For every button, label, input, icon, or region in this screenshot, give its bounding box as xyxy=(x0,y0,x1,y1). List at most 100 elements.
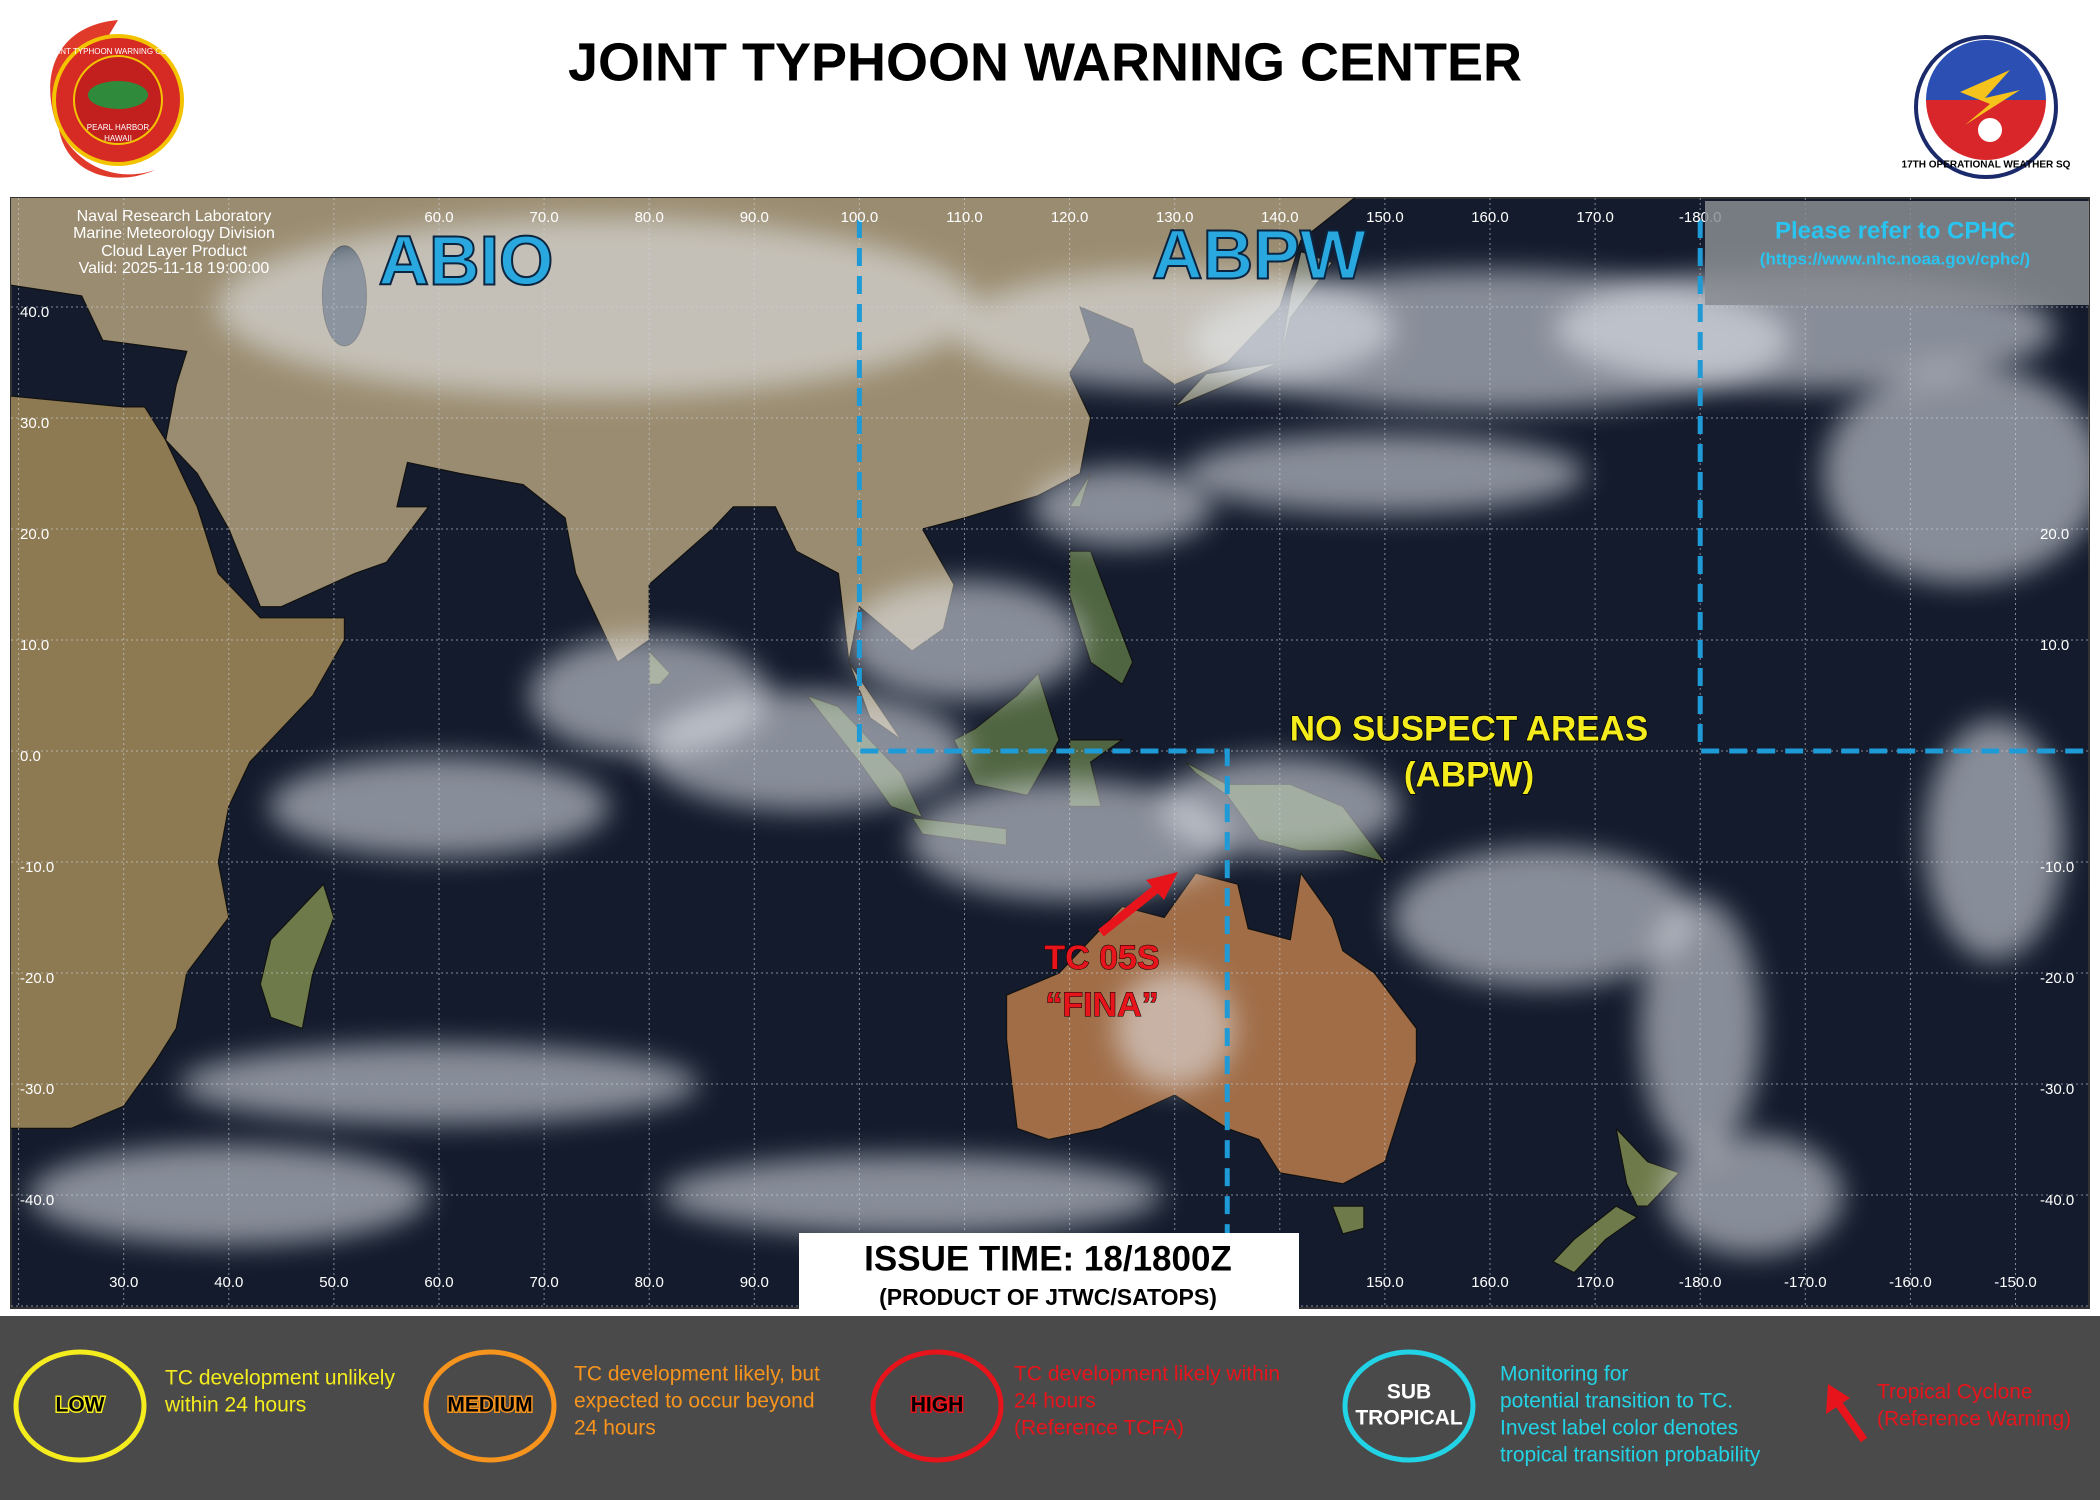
legend-description: Invest label color denotes xyxy=(1500,1417,1738,1440)
lat-label: 20.0 xyxy=(2040,526,2069,543)
lat-label: 0.0 xyxy=(20,748,41,765)
region-label: ABPW xyxy=(1152,215,1366,293)
region-label: ABIO xyxy=(379,221,554,299)
tc-label: TC 05S xyxy=(1044,939,1159,977)
lon-label: -170.0 xyxy=(1784,1274,1827,1291)
lon-label: 50.0 xyxy=(319,1274,348,1291)
lon-label: -180.0 xyxy=(1679,1274,1722,1291)
lon-label: 110.0 xyxy=(946,209,982,226)
lon-label: 80.0 xyxy=(635,209,664,226)
legend-description: Monitoring for xyxy=(1500,1363,1628,1386)
lat-label: -10.0 xyxy=(20,859,54,876)
logo-text: PEARL HARBOR xyxy=(87,123,150,132)
cloud xyxy=(1924,719,2065,960)
lon-label: 70.0 xyxy=(529,209,558,226)
lon-label: 80.0 xyxy=(635,1274,664,1291)
lon-label: 120.0 xyxy=(1051,209,1089,226)
lon-label: 30.0 xyxy=(109,1274,138,1291)
legend-description: TC development likely, but xyxy=(574,1363,820,1386)
lat-label: -40.0 xyxy=(2040,1192,2074,1209)
lat-label: 10.0 xyxy=(2040,637,2069,654)
lat-label: 30.0 xyxy=(20,415,49,432)
land xyxy=(11,395,346,1130)
legend-label: HIGH xyxy=(911,1394,964,1417)
lon-label: 70.0 xyxy=(529,1274,558,1291)
cphc-box xyxy=(1705,201,2089,305)
lon-label: 150.0 xyxy=(1366,209,1404,226)
tc-arrow xyxy=(1098,872,1178,937)
legend-arrow xyxy=(1826,1384,1868,1443)
lon-label: -150.0 xyxy=(1994,1274,2037,1291)
cphc-text: Please refer to CPHC xyxy=(1775,217,2015,244)
legend-circle xyxy=(423,1349,557,1463)
legend-circle xyxy=(13,1349,147,1463)
issue-box xyxy=(799,1233,1299,1313)
satellite-map xyxy=(11,198,2089,1308)
lat-label: -10.0 xyxy=(2040,859,2074,876)
issue-product: (PRODUCT OF JTWC/SATOPS) xyxy=(879,1284,1217,1310)
credit: Naval Research Laboratory Marine Meteoro… xyxy=(73,208,275,277)
lon-label: 150.0 xyxy=(1366,1274,1404,1291)
legend-description: 24 hours xyxy=(1014,1390,1096,1413)
lon-label: 90.0 xyxy=(740,1274,769,1291)
legend-description: TC development unlikely xyxy=(165,1367,395,1390)
basin-boundary xyxy=(856,220,1230,1308)
credit-line: Marine Meteorology Division xyxy=(73,225,275,242)
lon-label: 170.0 xyxy=(1576,209,1614,226)
legend-label: SUB xyxy=(1387,1381,1431,1404)
lon-label: 40.0 xyxy=(214,1274,243,1291)
legend-description: potential transition to TC. xyxy=(1500,1390,1733,1413)
cloud xyxy=(1392,847,1693,988)
lat-label: 20.0 xyxy=(20,526,49,543)
basin-boundary xyxy=(1697,220,2089,754)
lon-label: 160.0 xyxy=(1471,209,1509,226)
legend-bar xyxy=(0,1316,2100,1500)
land xyxy=(259,883,335,1030)
cloud xyxy=(1822,363,2089,584)
land xyxy=(953,672,1060,797)
lat-label: 40.0 xyxy=(20,304,49,321)
legend-description: (Reference TCFA) xyxy=(1014,1417,1184,1440)
lon-label: 60.0 xyxy=(424,1274,453,1291)
lon-label: -160.0 xyxy=(1889,1274,1932,1291)
ows-logo: 17TH OPERATIONAL WEATHER SQ xyxy=(1902,35,2071,179)
land xyxy=(1331,1205,1365,1235)
legend-description: Tropical Cyclone xyxy=(1877,1381,2033,1404)
issue-time: ISSUE TIME: 18/1800Z xyxy=(864,1239,1232,1278)
lon-label: 140.0 xyxy=(1261,209,1299,226)
land xyxy=(1615,1126,1681,1207)
logo-ring-text: JOINT TYPHOON WARNING CENTER xyxy=(48,47,189,56)
lon-label: 160.0 xyxy=(1471,1274,1509,1291)
lat-label: -20.0 xyxy=(2040,970,2074,987)
logo-text: HAWAII xyxy=(104,134,132,143)
lon-label: 100.0 xyxy=(841,209,879,226)
lon-label: 60.0 xyxy=(424,209,453,226)
cphc-url: (https://www.nhc.noaa.gov/cphc/) xyxy=(1760,249,2030,268)
cloud xyxy=(1159,756,1400,857)
legend-description: expected to occur beyond xyxy=(574,1390,815,1413)
lat-label: 10.0 xyxy=(20,637,49,654)
land xyxy=(1068,550,1134,686)
lon-label: 170.0 xyxy=(1576,1274,1614,1291)
lon-label: 130.0 xyxy=(1156,209,1194,226)
cloud xyxy=(1032,466,1213,547)
lon-label: 90.0 xyxy=(740,209,769,226)
legend-description: 24 hours xyxy=(574,1417,656,1440)
legend-label: TROPICAL xyxy=(1355,1407,1463,1430)
legend-label: LOW xyxy=(56,1394,105,1417)
tc-name: “FINA” xyxy=(1045,986,1158,1024)
legend-circle xyxy=(1342,1349,1476,1463)
legend-description: tropical transition probability xyxy=(1500,1444,1761,1467)
lat-label: -30.0 xyxy=(2040,1081,2074,1098)
jtwc-logo: JOINT TYPHOON WARNING CENTER PEARL HARBO… xyxy=(48,20,189,178)
logo-ring-text: 17TH OPERATIONAL WEATHER SQ xyxy=(1902,160,2071,171)
title: JOINT TYPHOON WARNING CENTER xyxy=(568,32,1522,92)
cloud xyxy=(269,756,609,857)
legend-circle xyxy=(870,1349,1004,1463)
cloud xyxy=(529,635,770,756)
legend-description: (Reference Warning) xyxy=(1877,1408,2071,1431)
no-suspect-text: NO SUSPECT AREAS xyxy=(1290,709,1648,748)
lat-label: -40.0 xyxy=(20,1192,54,1209)
legend-description: within 24 hours xyxy=(164,1394,306,1417)
